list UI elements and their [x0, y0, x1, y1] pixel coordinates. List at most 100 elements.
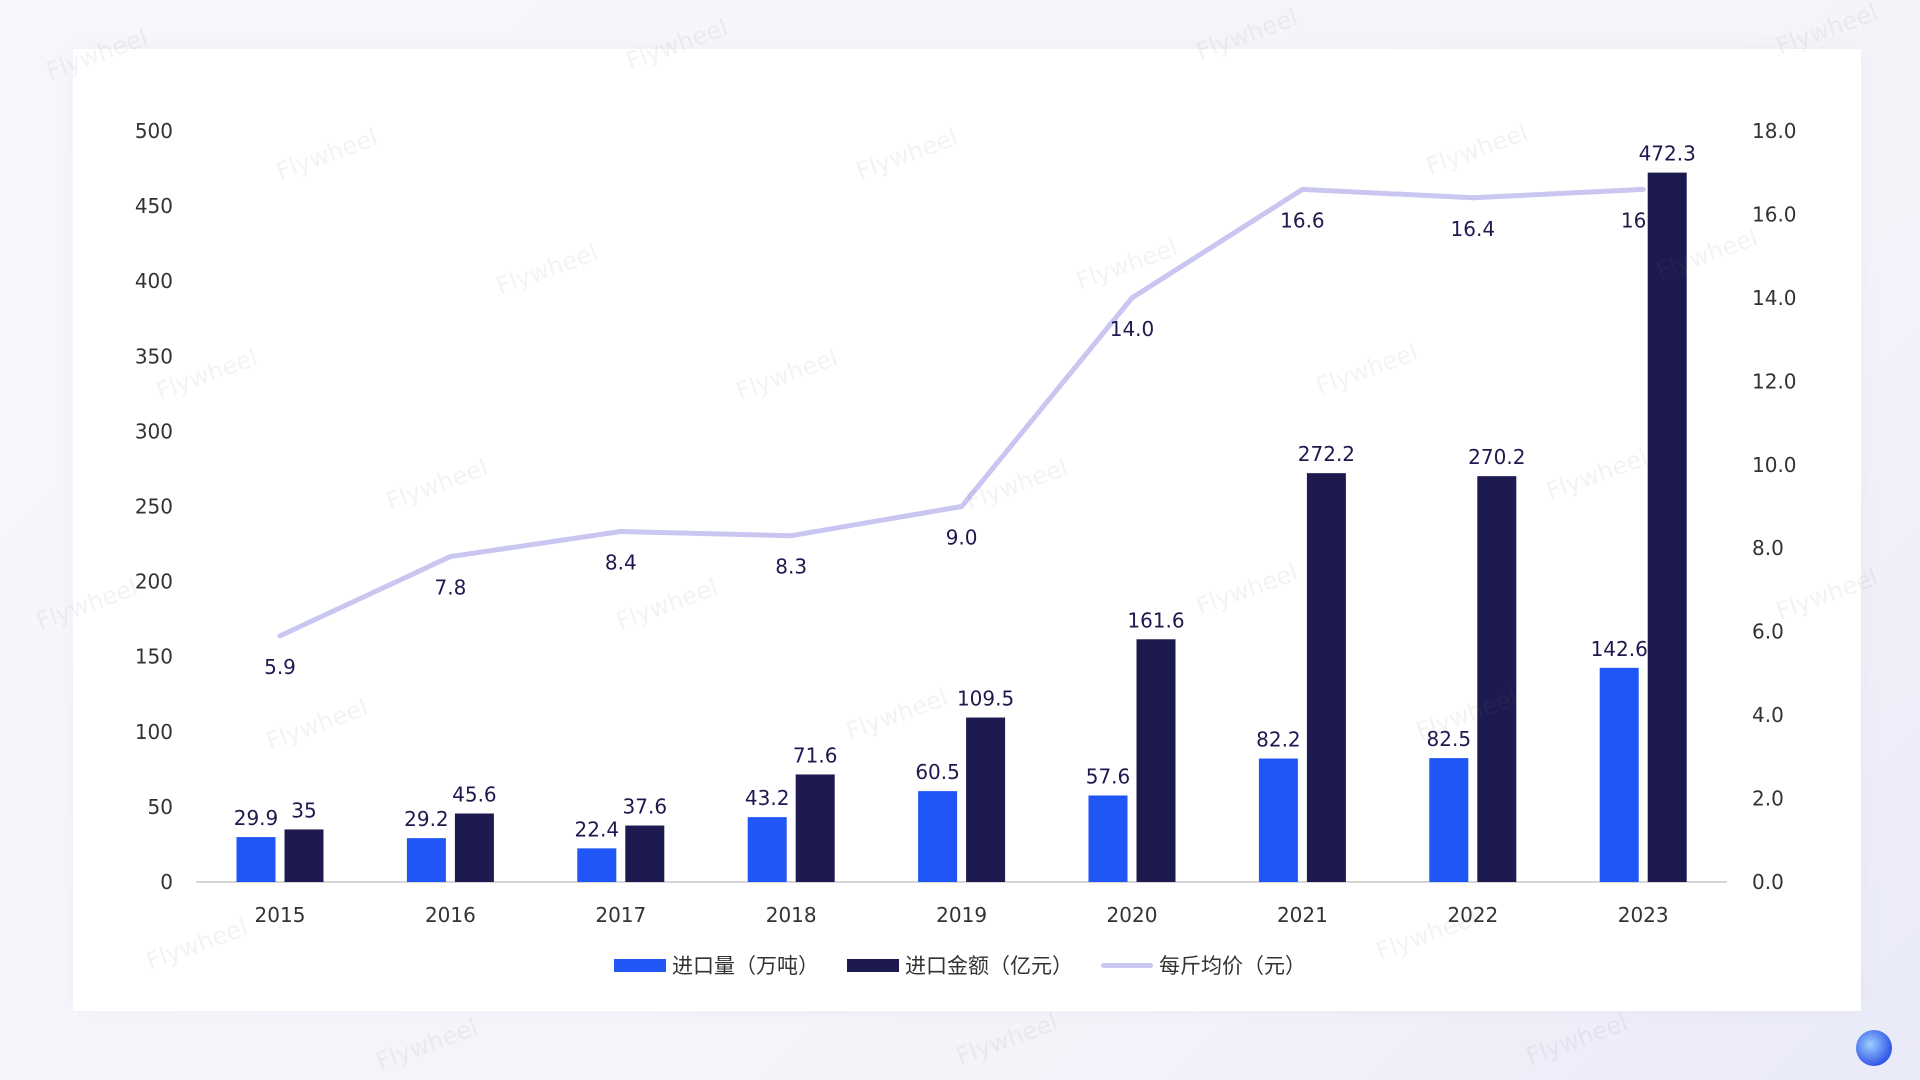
watermark-text: Flywheel [852, 123, 961, 185]
y-right-tick-label: 8.0 [1752, 536, 1784, 560]
legend-item-volume[interactable]: 进口量（万吨） [614, 950, 819, 980]
bar-data-label: 35 [291, 798, 316, 822]
x-tick-label: 2019 [936, 903, 987, 927]
x-tick-label: 2015 [255, 903, 306, 927]
line-price [278, 186, 1644, 639]
y-left-tick-label: 300 [135, 419, 173, 443]
line-data-label: 9.0 [946, 526, 978, 550]
line-data-label: 7.8 [434, 576, 466, 600]
y-right-tick-label: 16.0 [1752, 202, 1797, 226]
bar-data-label: 82.2 [1256, 728, 1301, 752]
bar-data-label: 142.6 [1591, 637, 1648, 661]
watermark-text: Flywheel [732, 343, 841, 405]
x-tick-label: 2023 [1618, 903, 1669, 927]
line-point [959, 504, 965, 509]
watermark-text: Flywheel [1422, 118, 1531, 180]
y-left-tick-label: 350 [135, 344, 173, 368]
x-tick-label: 2022 [1447, 903, 1498, 927]
watermark-text: Flywheel [622, 13, 731, 75]
y-right-tick-label: 4.0 [1752, 703, 1784, 727]
bar-data-label: 45.6 [452, 783, 497, 807]
y-left-tick-label: 500 [135, 119, 173, 143]
watermark-text: Flywheel [1772, 563, 1881, 625]
bar-data-label: 71.6 [793, 743, 838, 767]
watermark-text: Flywheel [42, 23, 151, 85]
watermark-text: Flywheel [1192, 558, 1301, 620]
y-left-tick-label: 100 [135, 720, 173, 744]
line-point [1129, 295, 1135, 301]
legend-swatch-volume [614, 958, 666, 972]
y-right-tick-label: 18.0 [1752, 119, 1797, 143]
bar-data-label: 29.9 [234, 806, 279, 830]
bar-data-label: 472.3 [1639, 142, 1696, 166]
bar-volume [1258, 758, 1298, 882]
line-data-label: 16.6 [1280, 208, 1325, 232]
line-point [618, 529, 624, 535]
bar-amount [795, 774, 835, 882]
y-right-tick-label: 2.0 [1752, 787, 1784, 811]
bar-volume [747, 817, 787, 882]
x-tick-label: 2020 [1107, 903, 1158, 927]
line-data-label: 5.9 [264, 655, 296, 679]
bar-data-label: 37.6 [623, 795, 668, 819]
legend-swatch-price [1101, 962, 1153, 968]
y-right-tick-label: 10.0 [1752, 453, 1797, 477]
watermark-text: Flywheel [272, 123, 381, 185]
bar-amount [625, 825, 665, 882]
x-tick-label: 2018 [766, 903, 817, 927]
legend-label: 进口量（万吨） [672, 954, 819, 978]
y-right-tick-label: 6.0 [1752, 620, 1784, 644]
bar-data-label: 161.6 [1127, 608, 1184, 632]
legend: 进口量（万吨） 进口金额（亿元） 每斤均价（元） [0, 950, 1920, 980]
y-left-tick-label: 250 [135, 495, 173, 519]
y-left-tick-label: 50 [148, 795, 173, 819]
y-left-tick-label: 150 [135, 645, 173, 669]
bar-amount [1136, 639, 1176, 882]
bar-data-label: 109.5 [957, 687, 1014, 711]
legend-item-price[interactable]: 每斤均价（元） [1101, 950, 1306, 980]
line-point [1299, 186, 1305, 192]
bar-amount [966, 717, 1006, 882]
watermark-text: Flywheel [962, 453, 1071, 515]
bar-amount [1477, 476, 1517, 882]
legend-label: 每斤均价（元） [1159, 954, 1306, 978]
watermark-text: Flywheel [382, 453, 491, 515]
bar-data-label: 29.2 [404, 807, 449, 831]
watermark-text: Flywheel [372, 1013, 481, 1075]
bar-data-label: 272.2 [1298, 442, 1355, 466]
bar-data-label: 60.5 [915, 760, 960, 784]
x-tick-label: 2021 [1277, 903, 1328, 927]
y-right-tick-label: 12.0 [1752, 369, 1797, 393]
watermark-text: Flywheel [492, 238, 601, 300]
y-right-tick-label: 0.0 [1752, 870, 1784, 894]
bar-amount [284, 829, 324, 882]
line-data-label: 16.4 [1451, 217, 1496, 241]
watermark-text: Flywheel [612, 573, 721, 635]
watermark-text: Flywheel [952, 1008, 1061, 1070]
line-point [1640, 186, 1646, 192]
bar-amount [1647, 172, 1687, 882]
bar-data-label: 43.2 [745, 786, 790, 810]
watermark-text: Flywheel [1312, 338, 1421, 400]
bar-data-label: 22.4 [575, 817, 620, 841]
bar-data-label: 57.6 [1086, 764, 1131, 788]
bar-volume [577, 848, 617, 882]
line-data-label: 16.6 [1621, 208, 1666, 232]
bar-volume [918, 791, 958, 882]
legend-label: 进口金额（亿元） [905, 954, 1073, 978]
line-data-label: 8.3 [775, 555, 807, 579]
app-logo-icon[interactable] [1856, 1030, 1892, 1066]
legend-swatch-amount [847, 958, 899, 972]
bar-volume [236, 837, 276, 882]
legend-item-amount[interactable]: 进口金额（亿元） [847, 950, 1073, 980]
bar-volume [406, 838, 446, 882]
bar-volume [1429, 758, 1469, 882]
y-left-tick-label: 0 [160, 870, 173, 894]
line-point [788, 533, 794, 539]
bar-volume [1088, 795, 1128, 882]
watermark-text: Flywheel [842, 683, 951, 745]
bar-volume [1599, 667, 1639, 882]
watermark-text: Flywheel [1522, 1008, 1631, 1070]
watermark-text: Flywheel [262, 693, 371, 755]
